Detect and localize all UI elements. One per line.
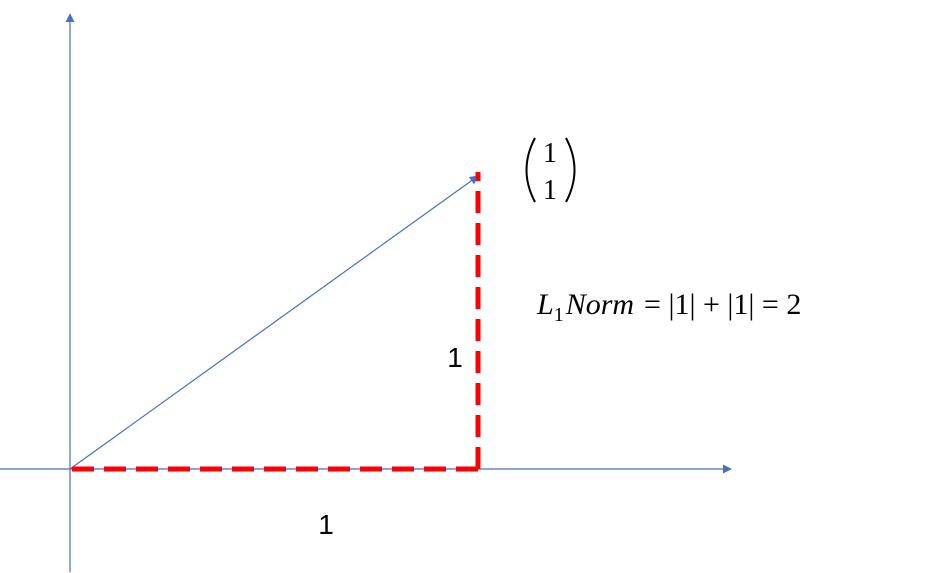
formula-expression: = |1| + |1| = 2 — [644, 288, 801, 321]
vector-arrow — [69, 175, 479, 470]
formula-base: L — [536, 288, 554, 321]
horizontal-side-label: 1 — [318, 509, 334, 540]
vector-top: 1 — [543, 138, 557, 169]
right-parenthesis — [565, 137, 576, 203]
left-parenthesis — [525, 137, 536, 203]
vector-bottom: 1 — [543, 175, 557, 206]
formula: L1Norm = |1| + |1| = 2 — [536, 288, 801, 326]
formula-name: Norm — [565, 288, 634, 321]
vertical-side-label: 1 — [447, 342, 463, 373]
formula-subscript: 1 — [554, 304, 564, 326]
